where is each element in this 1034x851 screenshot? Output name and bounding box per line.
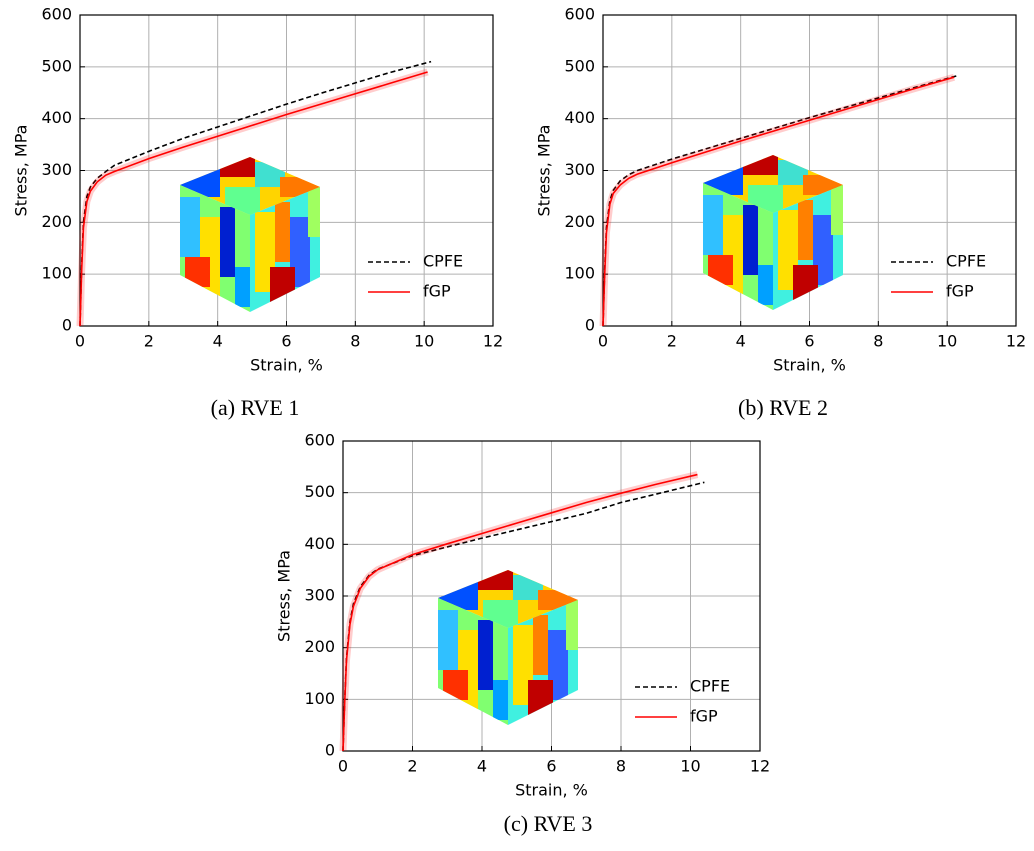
y-tick-label: 100 <box>304 689 335 708</box>
rve-cube <box>438 570 578 730</box>
x-tick-label: 0 <box>338 757 348 776</box>
y-tick-label: 500 <box>304 482 335 501</box>
caption: (a) RVE 1 <box>211 395 300 420</box>
subplot: 0 2 4 6 8 10 12 0 100 200 300 400 500 600 Strain, % Str… <box>275 431 771 837</box>
y-tick-label: 300 <box>564 160 595 179</box>
x-tick-label: 8 <box>873 332 883 351</box>
series-line <box>79 71 428 327</box>
y-tick-label: 0 <box>62 316 72 335</box>
x-tick-label: 2 <box>144 332 154 351</box>
y-tick-label: 600 <box>41 5 72 24</box>
y-tick-label: 500 <box>41 56 72 75</box>
x-tick-label: 6 <box>804 332 814 351</box>
y-tick-label: 500 <box>564 56 595 75</box>
subplot: 0 2 4 6 8 10 12 0 100 200 300 400 500 600 Strain, % Str… <box>535 5 1027 421</box>
y-axis-label: Stress, MPa <box>275 550 294 642</box>
x-axis-label: Strain, % <box>250 356 323 375</box>
x-tick-label: 0 <box>598 332 608 351</box>
legend-label: CPFE <box>690 677 730 696</box>
y-tick-label: 100 <box>41 264 72 283</box>
x-axis-label: Strain, % <box>773 356 846 375</box>
x-tick-label: 10 <box>680 757 700 776</box>
y-tick-label: 100 <box>564 264 595 283</box>
x-tick-label: 4 <box>477 757 487 776</box>
rve-cube <box>180 157 320 317</box>
y-tick-label: 200 <box>41 212 72 231</box>
y-tick-label: 0 <box>585 316 595 335</box>
y-tick-label: 300 <box>304 586 335 605</box>
y-tick-label: 200 <box>564 212 595 231</box>
plot-frame <box>602 14 1017 327</box>
caption: (c) RVE 3 <box>504 811 593 836</box>
x-tick-label: 10 <box>414 332 434 351</box>
y-tick-label: 600 <box>564 5 595 24</box>
x-tick-label: 12 <box>483 332 503 351</box>
x-tick-label: 4 <box>213 332 223 351</box>
caption: (b) RVE 2 <box>738 395 828 420</box>
plot-frame <box>79 14 494 327</box>
series-line <box>342 481 705 752</box>
y-tick-label: 0 <box>325 741 335 760</box>
x-tick-label: 2 <box>407 757 417 776</box>
y-tick-label: 600 <box>304 431 335 450</box>
rve-cube <box>703 155 843 315</box>
legend-label: fGP <box>690 707 718 726</box>
y-tick-label: 400 <box>41 108 72 127</box>
series-line <box>602 76 955 327</box>
y-axis-label: Stress, MPa <box>12 125 31 217</box>
plot-frame <box>342 440 761 752</box>
x-tick-label: 2 <box>667 332 677 351</box>
x-tick-label: 8 <box>616 757 626 776</box>
x-tick-label: 4 <box>736 332 746 351</box>
x-tick-label: 12 <box>1006 332 1026 351</box>
legend-label: fGP <box>946 282 974 301</box>
y-tick-label: 400 <box>564 108 595 127</box>
x-axis-label: Strain, % <box>515 781 588 800</box>
series-line <box>342 473 698 752</box>
y-tick-label: 400 <box>304 534 335 553</box>
y-tick-label: 300 <box>41 160 72 179</box>
y-tick-label: 200 <box>304 637 335 656</box>
x-tick-label: 6 <box>546 757 556 776</box>
x-tick-label: 10 <box>937 332 957 351</box>
x-tick-label: 12 <box>750 757 770 776</box>
legend-label: CPFE <box>423 252 463 271</box>
x-tick-label: 0 <box>75 332 85 351</box>
legend-label: CPFE <box>946 252 986 271</box>
x-tick-label: 6 <box>281 332 291 351</box>
y-axis-label: Stress, MPa <box>535 125 554 217</box>
x-tick-label: 8 <box>350 332 360 351</box>
legend-label: fGP <box>423 282 451 301</box>
